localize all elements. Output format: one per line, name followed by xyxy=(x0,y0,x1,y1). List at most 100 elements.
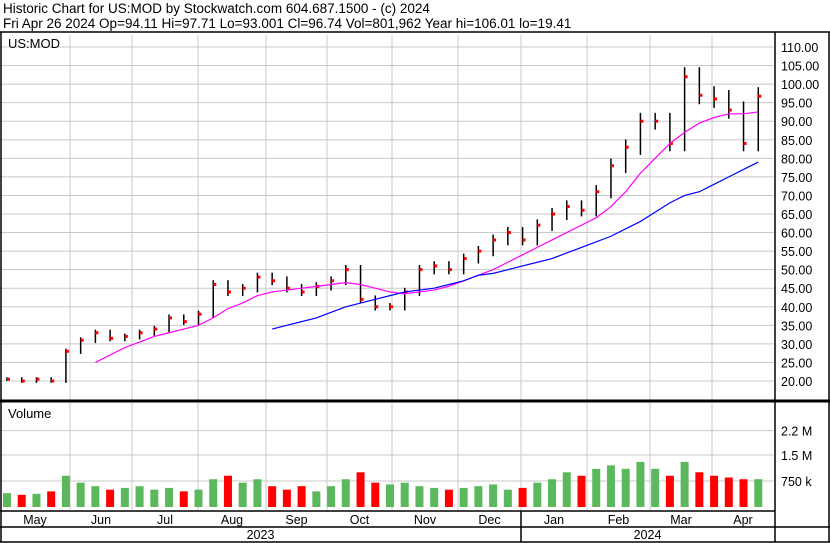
volume-tick-label: 2.2 M xyxy=(781,425,812,439)
volume-bar xyxy=(253,479,262,507)
volume-bar xyxy=(120,487,129,507)
volume-bar xyxy=(430,487,439,507)
month-label: Aug xyxy=(221,513,243,527)
close-tick xyxy=(183,320,187,324)
close-tick xyxy=(124,334,128,338)
price-tick-label: 25.00 xyxy=(781,356,812,370)
close-tick xyxy=(257,275,261,279)
volume-bar xyxy=(179,491,188,507)
close-tick xyxy=(463,257,467,261)
price-tick-label: 100.00 xyxy=(781,78,819,92)
close-tick xyxy=(478,249,482,253)
close-tick xyxy=(95,331,99,335)
close-tick xyxy=(728,108,732,112)
volume-bar xyxy=(724,477,733,507)
month-label: Dec xyxy=(478,513,500,527)
month-label: Jan xyxy=(544,513,564,527)
close-tick xyxy=(21,379,25,383)
close-tick xyxy=(110,336,114,340)
close-tick xyxy=(566,205,570,209)
volume-bar xyxy=(91,486,100,507)
volume-bar xyxy=(106,489,115,507)
close-tick xyxy=(669,141,673,145)
volume-bar xyxy=(386,484,394,507)
volume-bar xyxy=(76,482,85,507)
moving-average-long-line xyxy=(272,161,759,330)
month-label: Oct xyxy=(350,513,370,527)
price-tick-label: 85.00 xyxy=(781,134,812,148)
volume-bar xyxy=(444,489,453,507)
close-tick xyxy=(154,327,158,331)
volume-bar xyxy=(209,479,218,507)
price-tick-label: 90.00 xyxy=(781,115,812,129)
chart-title: Historic Chart for US:MOD by Stockwatch.… xyxy=(3,1,430,16)
volume-bar xyxy=(562,472,571,507)
close-tick xyxy=(360,297,364,301)
close-tick xyxy=(51,379,55,383)
volume-bar xyxy=(651,468,660,507)
volume-bar xyxy=(518,487,527,507)
volume-bar xyxy=(32,493,41,507)
volume-bar xyxy=(636,461,645,507)
volume-bar xyxy=(665,475,674,507)
volume-bar xyxy=(754,479,763,507)
close-tick xyxy=(581,208,585,212)
close-tick xyxy=(65,349,69,353)
close-tick xyxy=(139,331,143,335)
price-tick-label: 20.00 xyxy=(781,375,812,389)
volume-bar xyxy=(710,475,719,507)
volume-bar xyxy=(503,489,512,507)
close-tick xyxy=(7,377,10,381)
close-tick xyxy=(714,97,718,101)
volume-bar xyxy=(135,486,144,507)
close-tick xyxy=(272,279,276,283)
month-label: May xyxy=(23,513,47,527)
close-tick xyxy=(345,268,349,272)
close-tick xyxy=(552,212,556,216)
close-tick xyxy=(743,141,747,145)
close-tick xyxy=(242,286,246,290)
close-tick xyxy=(227,290,231,294)
volume-bar xyxy=(548,479,557,507)
price-tick-label: 110.00 xyxy=(781,41,818,55)
volume-bar xyxy=(17,494,26,507)
volume-bar xyxy=(61,475,70,507)
price-tick-label: 55.00 xyxy=(781,245,812,259)
volume-bar xyxy=(415,486,424,507)
close-tick xyxy=(301,290,305,294)
volume-bar xyxy=(459,487,468,507)
close-tick xyxy=(610,164,614,168)
month-label: Jul xyxy=(157,513,173,527)
close-tick xyxy=(640,119,644,123)
close-tick xyxy=(375,305,379,309)
volume-bar xyxy=(592,468,601,507)
price-tick-label: 35.00 xyxy=(781,319,812,333)
year-label: 2023 xyxy=(247,528,275,542)
close-tick xyxy=(537,223,541,227)
price-tick-label: 45.00 xyxy=(781,282,812,296)
close-tick xyxy=(625,145,629,149)
close-tick xyxy=(655,119,659,123)
volume-bar xyxy=(680,461,689,507)
price-tick-label: 70.00 xyxy=(781,189,812,203)
volume-bar xyxy=(577,475,586,507)
close-tick xyxy=(448,268,452,272)
close-tick xyxy=(390,305,393,309)
volume-bar xyxy=(238,482,247,507)
volume-bar xyxy=(621,468,630,507)
volume-label: Volume xyxy=(8,406,51,421)
volume-tick-label: 1.5 M xyxy=(781,449,812,463)
price-tick-label: 105.00 xyxy=(781,60,819,74)
price-tick-label: 80.00 xyxy=(781,152,812,166)
volume-bar xyxy=(312,491,321,507)
volume-bar xyxy=(297,486,306,507)
close-tick xyxy=(758,94,762,98)
month-label: Apr xyxy=(733,513,752,527)
volume-bar xyxy=(695,472,704,507)
month-label: Jun xyxy=(91,513,111,527)
volume-bar xyxy=(356,472,365,507)
volume-tick-label: 750 k xyxy=(781,475,812,489)
month-label: Sep xyxy=(285,513,307,527)
close-tick xyxy=(493,238,497,242)
